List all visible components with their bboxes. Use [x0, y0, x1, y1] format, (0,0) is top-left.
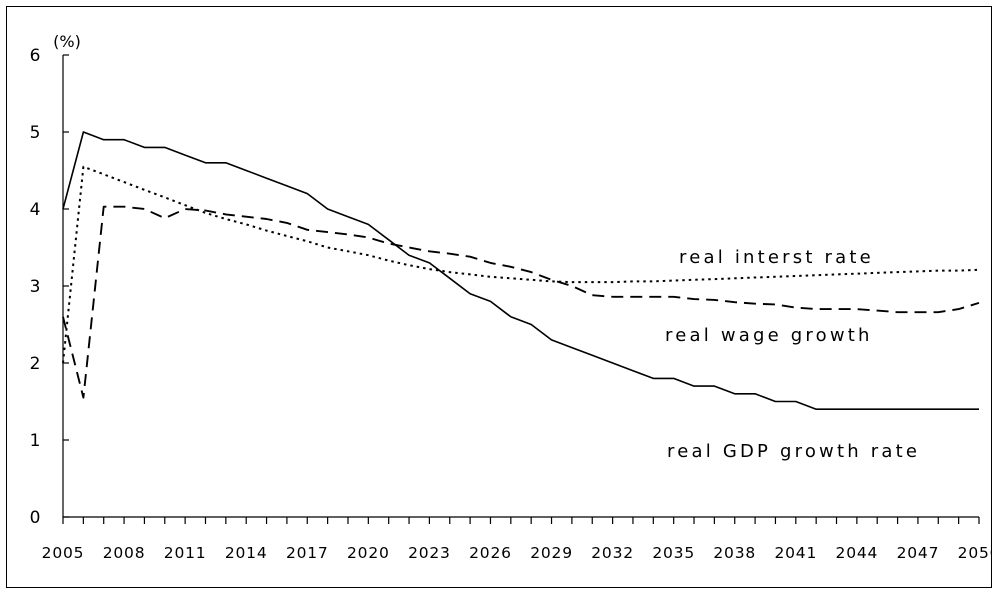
- y-tick-label: 5: [30, 123, 41, 143]
- y-tick-label: 3: [30, 277, 41, 297]
- x-tick-label: 2047: [897, 544, 940, 562]
- x-tick-label: 2008: [103, 544, 146, 562]
- line-chart: 0 1 2 3 4 5 6 2005 2008 2011 2014 2017 2020 2023 2026 2…: [30, 32, 1000, 562]
- x-tick-label: 2038: [713, 544, 756, 562]
- series-label-real-interst-rate: real interst rate: [679, 247, 874, 268]
- x-tick-label: 2023: [408, 544, 451, 562]
- y-tick-label: 2: [30, 354, 41, 374]
- x-tick-label: 2017: [286, 544, 329, 562]
- x-tick-label: 2020: [347, 544, 390, 562]
- x-tick-label: 2044: [836, 544, 879, 562]
- x-tick-label: 2050: [958, 544, 991, 562]
- series-label-real-gdp-growth-rate: real GDP growth rate: [667, 441, 920, 462]
- x-tick-label: 2026: [469, 544, 512, 562]
- x-tick-label: 2014: [225, 544, 268, 562]
- y-axis-unit-label: (%): [53, 32, 81, 51]
- chart-frame: 0 1 2 3 4 5 6 2005 2008 2011 2014 2017 2020 2023 2026 2…: [6, 6, 1000, 588]
- series-line-real-interst-rate: [62, 165, 980, 364]
- series-label-real-wage-growth: real wage growth: [665, 325, 873, 346]
- y-tick-label: 0: [30, 508, 41, 528]
- x-tick-label: 2011: [164, 544, 207, 562]
- x-tick-label: 2032: [591, 544, 634, 562]
- x-tick-label: 2035: [652, 544, 695, 562]
- y-tick-label: 6: [30, 46, 41, 66]
- series-labels: real GDP growth rate real interst rate rea…: [665, 247, 920, 462]
- x-tick-label: 2029: [530, 544, 573, 562]
- y-tick-label: 1: [30, 431, 41, 451]
- series-line-real-gdp-growth-rate: [62, 131, 979, 411]
- x-tick-label: 2005: [42, 544, 85, 562]
- ticks: 0 1 2 3 4 5 6 2005 2008 2011 2014 2017 2020 2023 2026 2…: [30, 46, 1000, 562]
- x-tick-label: 2041: [774, 544, 817, 562]
- y-tick-label: 4: [30, 200, 41, 220]
- series-line-real-wage-growth: [62, 205, 980, 399]
- series-lines: [62, 131, 980, 411]
